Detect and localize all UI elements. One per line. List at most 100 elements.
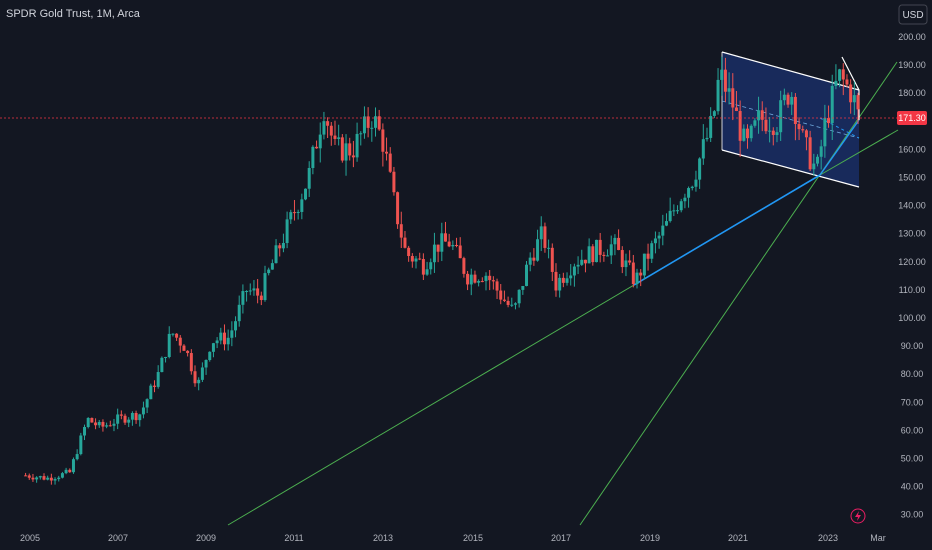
candle-body [591,246,595,263]
candle-body [248,290,252,292]
candle-body [274,245,278,264]
candle-body [263,273,267,301]
candle-body [333,135,337,139]
candle-body [668,210,672,222]
candle-body [156,372,160,387]
candle-body [403,237,407,248]
candle-body [790,96,794,105]
candle-body [326,121,330,126]
candle-body [296,211,300,213]
candle-body [281,243,285,249]
candle-body [617,237,621,251]
channel-lower-line[interactable] [721,149,860,188]
candle-body [525,264,529,286]
candle-body [370,127,374,129]
candle-body [731,88,735,108]
candle-body [167,333,171,358]
y-tick-label: 190.00 [898,60,926,70]
candle-body [849,84,853,103]
x-tick-label: 2005 [20,533,40,543]
candle-body [252,288,256,291]
trendline-blue-base[interactable] [633,174,821,286]
candle-body [823,118,827,147]
trendline-green-upper[interactable] [819,129,899,176]
candle-body [631,262,635,285]
candle-body [315,146,319,149]
candle-body [138,414,142,421]
candle-body [234,321,238,331]
candle-body [676,210,680,212]
candle-body [779,100,783,133]
candle-body [186,350,190,354]
candle-body [841,69,845,80]
trendline-blue-dashed [819,117,860,139]
y-tick-label: 180.00 [898,88,926,98]
candle-body [757,110,761,121]
currency-label: USD [902,10,923,21]
candle-body [329,125,333,136]
candle-body [587,246,591,264]
candle-body [746,128,750,139]
candle-body [834,80,838,86]
candle-body [318,134,322,149]
y-axis: 200.00190.00180.00170.00160.00150.00140.… [898,32,926,520]
candle-body [653,238,657,244]
candle-body [31,477,35,480]
candle-body [38,476,42,478]
lightning-icon[interactable] [850,508,866,524]
trendline-blue-fan[interactable] [819,119,860,176]
candle-body [307,167,311,189]
candle-body [455,244,459,246]
candle-body [473,274,477,283]
channel-median-line [721,100,860,139]
candle-body [79,435,83,455]
candle-body [407,247,411,257]
candle-body [24,475,28,477]
candle-body [432,244,436,263]
candle-body [602,254,606,257]
candle-body [204,359,208,368]
candle-body [152,385,156,387]
candle-body [178,337,182,346]
candle-body [657,235,661,239]
current-price-value: 171.30 [898,113,926,123]
candle-body [513,303,517,305]
candle-body [351,155,355,158]
currency-button[interactable]: USD [898,4,928,25]
candle-body [112,423,116,426]
trendline-green-steep[interactable] [579,61,898,526]
candle-body [565,278,569,283]
candle-body [68,469,72,473]
candle-body [477,281,481,283]
candle-body [381,129,385,152]
y-tick-label: 80.00 [901,369,924,379]
x-tick-label: 2017 [551,533,571,543]
candle-body [421,259,425,275]
candle-body [687,188,691,198]
candle-body [399,224,403,238]
candle-body [355,133,359,158]
candle-body [197,379,201,384]
candle-body [709,115,713,138]
candle-body [815,156,819,164]
candle-body [827,118,831,124]
y-tick-label: 60.00 [901,425,924,435]
candle-body [193,371,197,384]
candle-body [300,199,304,212]
wedge-lines[interactable] [841,56,860,120]
candle-body [734,107,738,111]
candle-body [97,421,101,426]
candle-body [311,146,315,168]
candle-body [226,337,230,345]
candle-body [720,69,724,80]
candle-body [377,116,381,130]
candle-body [488,275,492,281]
candle-body [543,226,547,248]
candle-body [683,197,687,202]
y-tick-label: 200.00 [898,32,926,42]
candle-body [819,146,823,157]
candle-body [75,454,79,460]
candle-body [101,421,105,427]
candle-body [495,281,499,291]
